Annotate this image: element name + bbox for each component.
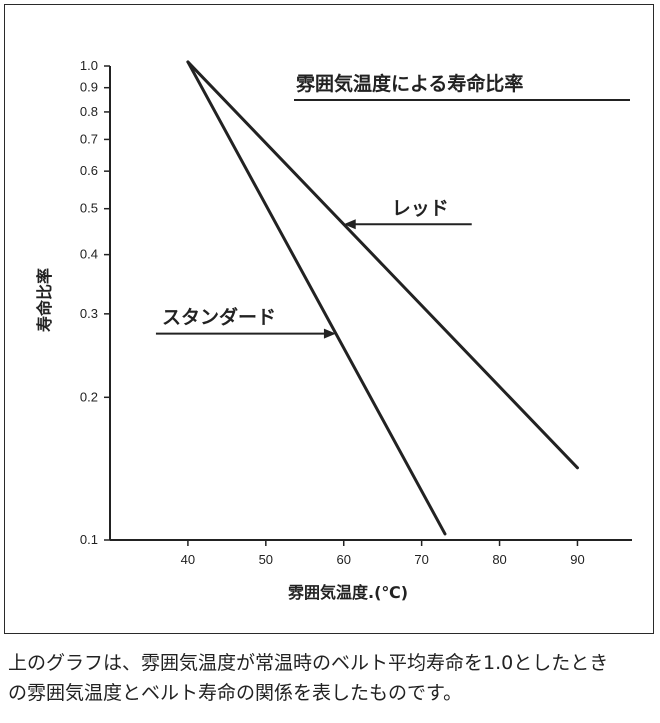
label-red: レッド xyxy=(392,197,449,219)
temperature-life-chart: 1.0 0.9 0.8 0.7 0.6 0.5 0.4 0.3 0.2 0.1 40 50 60 70 8… xyxy=(35,58,632,602)
y-tick-label: 0.6 xyxy=(80,163,98,178)
caption: 上のグラフは、雰囲気温度が常温時のベルト平均寿命を1.0としたとき の雰囲気温度… xyxy=(8,648,656,708)
y-tick-label: 1.0 xyxy=(80,58,98,73)
series-line-red xyxy=(186,60,579,470)
y-tick-label: 0.8 xyxy=(80,104,98,119)
y-tick-label: 0.4 xyxy=(80,247,98,262)
y-tick-label: 0.9 xyxy=(80,80,98,95)
x-tick-label: 40 xyxy=(181,552,195,567)
y-tick-label: 0.3 xyxy=(80,306,98,321)
chart-frame xyxy=(4,4,654,634)
x-tick-label: 70 xyxy=(414,552,428,567)
caption-line-2: の雰囲気温度とベルト寿命の関係を表したものです。 xyxy=(8,682,463,704)
y-tick-label: 0.1 xyxy=(80,532,98,547)
x-tick-label: 80 xyxy=(492,552,506,567)
caption-line-1: 上のグラフは、雰囲気温度が常温時のベルト平均寿命を1.0としたとき xyxy=(8,652,609,674)
annotation-arrowhead xyxy=(323,328,336,339)
annotation-arrowhead xyxy=(343,219,356,230)
y-tick-label: 0.5 xyxy=(80,201,98,216)
x-tick-label: 90 xyxy=(570,552,584,567)
label-standard: スタンダード xyxy=(162,306,276,329)
x-tick-label: 60 xyxy=(336,552,350,567)
y-tick-label: 0.7 xyxy=(80,131,98,146)
y-axis-title: 寿命比率 xyxy=(35,268,54,332)
x-tick-label: 50 xyxy=(259,552,273,567)
chart-title: 雰囲気温度による寿命比率 xyxy=(296,72,523,95)
series-layer xyxy=(186,60,579,536)
series-line-standard xyxy=(186,60,447,536)
x-axis-title: 雰囲気温度.(℃) xyxy=(288,583,408,602)
y-axis: 1.0 0.9 0.8 0.7 0.6 0.5 0.4 0.3 0.2 0.1 xyxy=(80,58,111,547)
y-tick-label: 0.2 xyxy=(80,389,98,404)
x-axis: 40 50 60 70 80 90 xyxy=(110,539,632,567)
